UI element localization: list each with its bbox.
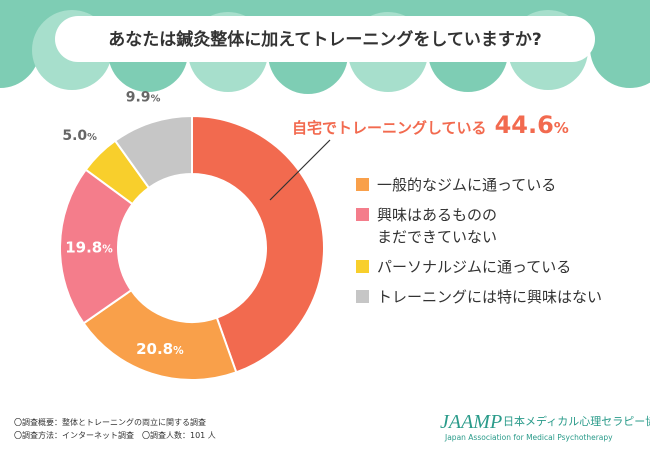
title-pill (55, 16, 595, 62)
slice-value-label: 19.8% (65, 239, 113, 257)
legend-label: まだできていない (377, 228, 497, 246)
survey-outline: 〇調査概要：整体とトレーニングの両立に関する調査 (14, 417, 206, 427)
header-banner (0, 0, 650, 94)
legend-swatch (356, 208, 369, 221)
slice-value-label: 5.0% (62, 128, 97, 144)
donut-slice (113, 114, 193, 190)
banner-bubble (0, 8, 40, 88)
donut-slices (59, 114, 325, 381)
donut-slice (191, 114, 325, 374)
legend-label: パーソナルジムに通っている (377, 258, 571, 276)
callout: 自宅でトレーニングしている 44.6% (269, 111, 569, 201)
legend-swatch (356, 178, 369, 191)
legend-item: トレーニングには特に興味はない (356, 288, 602, 306)
chart-title: あなたは鍼灸整体に加えてトレーニングをしていますか? (108, 29, 542, 50)
callout-line (269, 139, 331, 201)
donut-slice (59, 168, 134, 325)
donut-slice (82, 288, 238, 381)
callout-label: 自宅でトレーニングしている 44.6% (292, 111, 569, 139)
legend: 一般的なジムに通っている興味はあるもののまだできていないパーソナルジムに通ってい… (356, 176, 602, 306)
slice-value-label: 9.9% (126, 90, 161, 106)
slice-value-label: 20.8% (136, 340, 184, 358)
legend-swatch (356, 260, 369, 273)
slice-labels: 20.8% 19.8% 5.0% 9.9% (62, 90, 184, 358)
survey-method: 〇調査方法：インターネット調査 〇調査人数：101 人 (14, 430, 216, 440)
legend-item: 一般的なジムに通っている (356, 176, 556, 194)
brand-logo-mark: JAAMP (440, 411, 502, 433)
legend-label: トレーニングには特に興味はない (377, 288, 602, 306)
legend-swatch (356, 290, 369, 303)
legend-item: パーソナルジムに通っている (356, 258, 571, 276)
brand-logo: JAAMP 日本メディカル心理セラピー協会 Japan Association … (440, 411, 650, 442)
brand-name-en: Japan Association for Medical Psychother… (444, 433, 613, 442)
legend-label: 一般的なジムに通っている (377, 176, 556, 194)
legend-label: 興味はあるものの (377, 206, 497, 224)
banner-bubble (590, 8, 650, 88)
brand-name-ja: 日本メディカル心理セラピー協会 (503, 414, 650, 428)
